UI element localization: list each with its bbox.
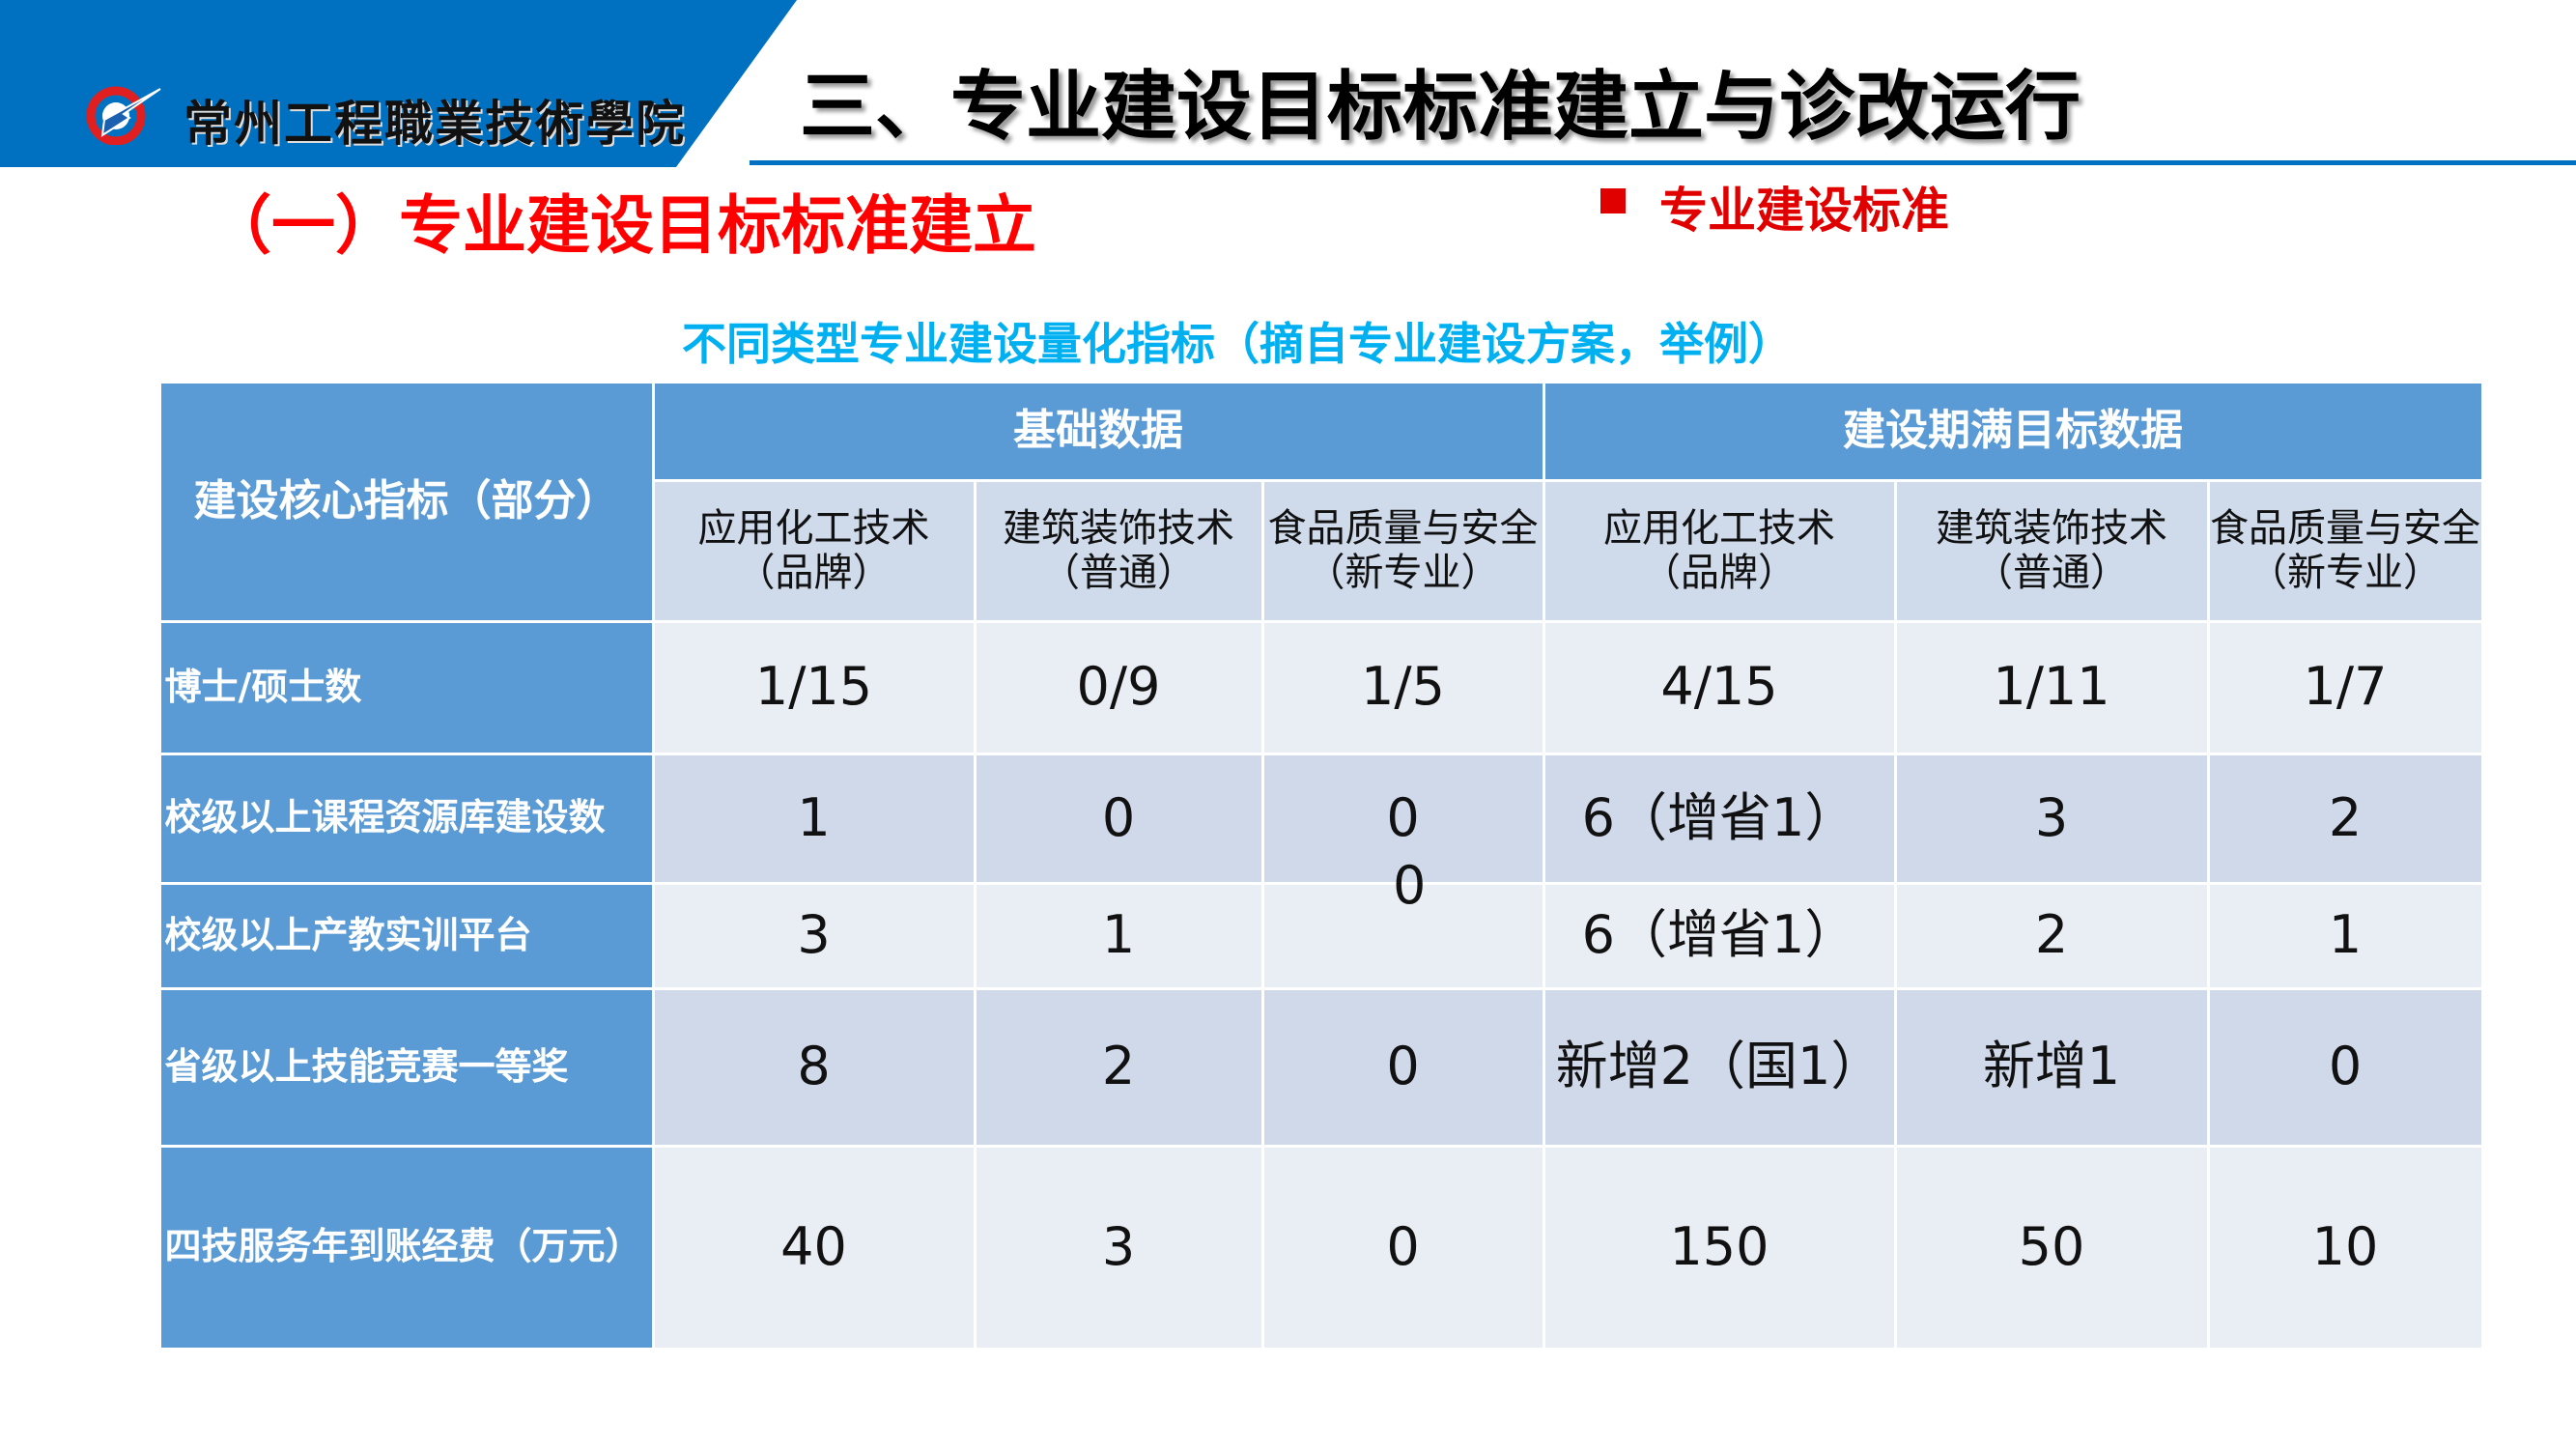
table-cell: 1 [976, 884, 1261, 987]
table-cell: 1/5 [1263, 622, 1543, 753]
column-header-line: （普通） [1974, 551, 2129, 595]
table-cell: 1/15 [654, 622, 974, 753]
overflow-value: 0 [1393, 855, 1427, 916]
row-label: 校级以上课程资源库建设数 [160, 754, 652, 882]
table-cell: 3 [1896, 754, 2207, 882]
row-label: 校级以上产教实训平台 [160, 884, 652, 987]
school-logo-icon [86, 86, 161, 145]
section-title: （一）专业建设目标标准建立 [208, 188, 1036, 263]
square-bullet-icon [1600, 188, 1626, 213]
table-caption: 不同类型专业建设量化指标（摘自专业建设方案，举例） [682, 318, 1793, 370]
column-header: 食品质量与安全 （新专业） [1263, 481, 1543, 620]
title-divider [750, 160, 2576, 165]
table-cell: 1 [654, 754, 974, 882]
table-cell: 2 [1896, 884, 2207, 987]
table-cell: 10 [2209, 1147, 2481, 1348]
table-cell: 3 [976, 1147, 1261, 1348]
table-cell: 3 [654, 884, 974, 987]
table-cell: 2 [976, 989, 1261, 1145]
table-cell [1263, 884, 1543, 987]
column-header-line: 建筑装饰技术 [1936, 506, 2167, 551]
column-header: 应用化工技术 （品牌） [654, 481, 974, 620]
school-name: 常州工程職業技術學院 [184, 95, 686, 152]
table-cell: 0 [976, 754, 1261, 882]
column-header-line: 食品质量与安全 [2210, 506, 2480, 551]
column-header-line: （新专业） [1306, 551, 1500, 595]
group-header-target: 建设期满目标数据 [1544, 383, 2481, 479]
table-cell: 2 [2209, 754, 2481, 882]
bullet-heading: 专业建设标准 [1659, 183, 1949, 239]
table-cell: 50 [1896, 1147, 2207, 1348]
table-cell: 0 [1263, 1147, 1543, 1348]
table-cell: 4/15 [1544, 622, 1894, 753]
table-cell: 150 [1544, 1147, 1894, 1348]
row-label: 四技服务年到账经费（万元） [160, 1147, 652, 1348]
column-header-line: 食品质量与安全 [1267, 506, 1539, 551]
corner-header: 建设核心指标（部分） [160, 383, 652, 620]
table-cell: 新增2（国1） [1544, 989, 1894, 1145]
table-cell: 8 [654, 989, 974, 1145]
column-header-line: （品牌） [1642, 551, 1797, 595]
column-header: 建筑装饰技术 （普通） [976, 481, 1261, 620]
page-title: 三、专业建设目标标准建立与诊改运行 [800, 64, 2081, 151]
table-cell: 40 [654, 1147, 974, 1348]
row-label: 省级以上技能竞赛一等奖 [160, 989, 652, 1145]
table-cell: 1/11 [1896, 622, 2207, 753]
group-header-base: 基础数据 [654, 383, 1543, 479]
column-header-line: （新专业） [2249, 551, 2442, 595]
table-cell: 新增1 [1896, 989, 2207, 1145]
table-cell: 0 [2209, 989, 2481, 1145]
column-header-line: 应用化工技术 [697, 506, 930, 551]
column-header-line: 应用化工技术 [1603, 506, 1835, 551]
column-header: 建筑装饰技术 （普通） [1896, 481, 2207, 620]
table-cell: 6（增省1） [1544, 884, 1894, 987]
column-header-line: 建筑装饰技术 [1003, 506, 1234, 551]
column-header-line: （品牌） [736, 551, 892, 595]
table-cell: 0/9 [976, 622, 1261, 753]
column-header: 食品质量与安全 （新专业） [2209, 481, 2481, 620]
row-label: 博士/硕士数 [160, 622, 652, 753]
table-cell: 1 [2209, 884, 2481, 987]
table-cell: 6（增省1） [1544, 754, 1894, 882]
table-cell: 1/7 [2209, 622, 2481, 753]
table-cell: 0 [1263, 989, 1543, 1145]
table-cell: 0 [1263, 754, 1543, 882]
column-header: 应用化工技术 （品牌） [1544, 481, 1894, 620]
column-header-line: （普通） [1041, 551, 1196, 595]
